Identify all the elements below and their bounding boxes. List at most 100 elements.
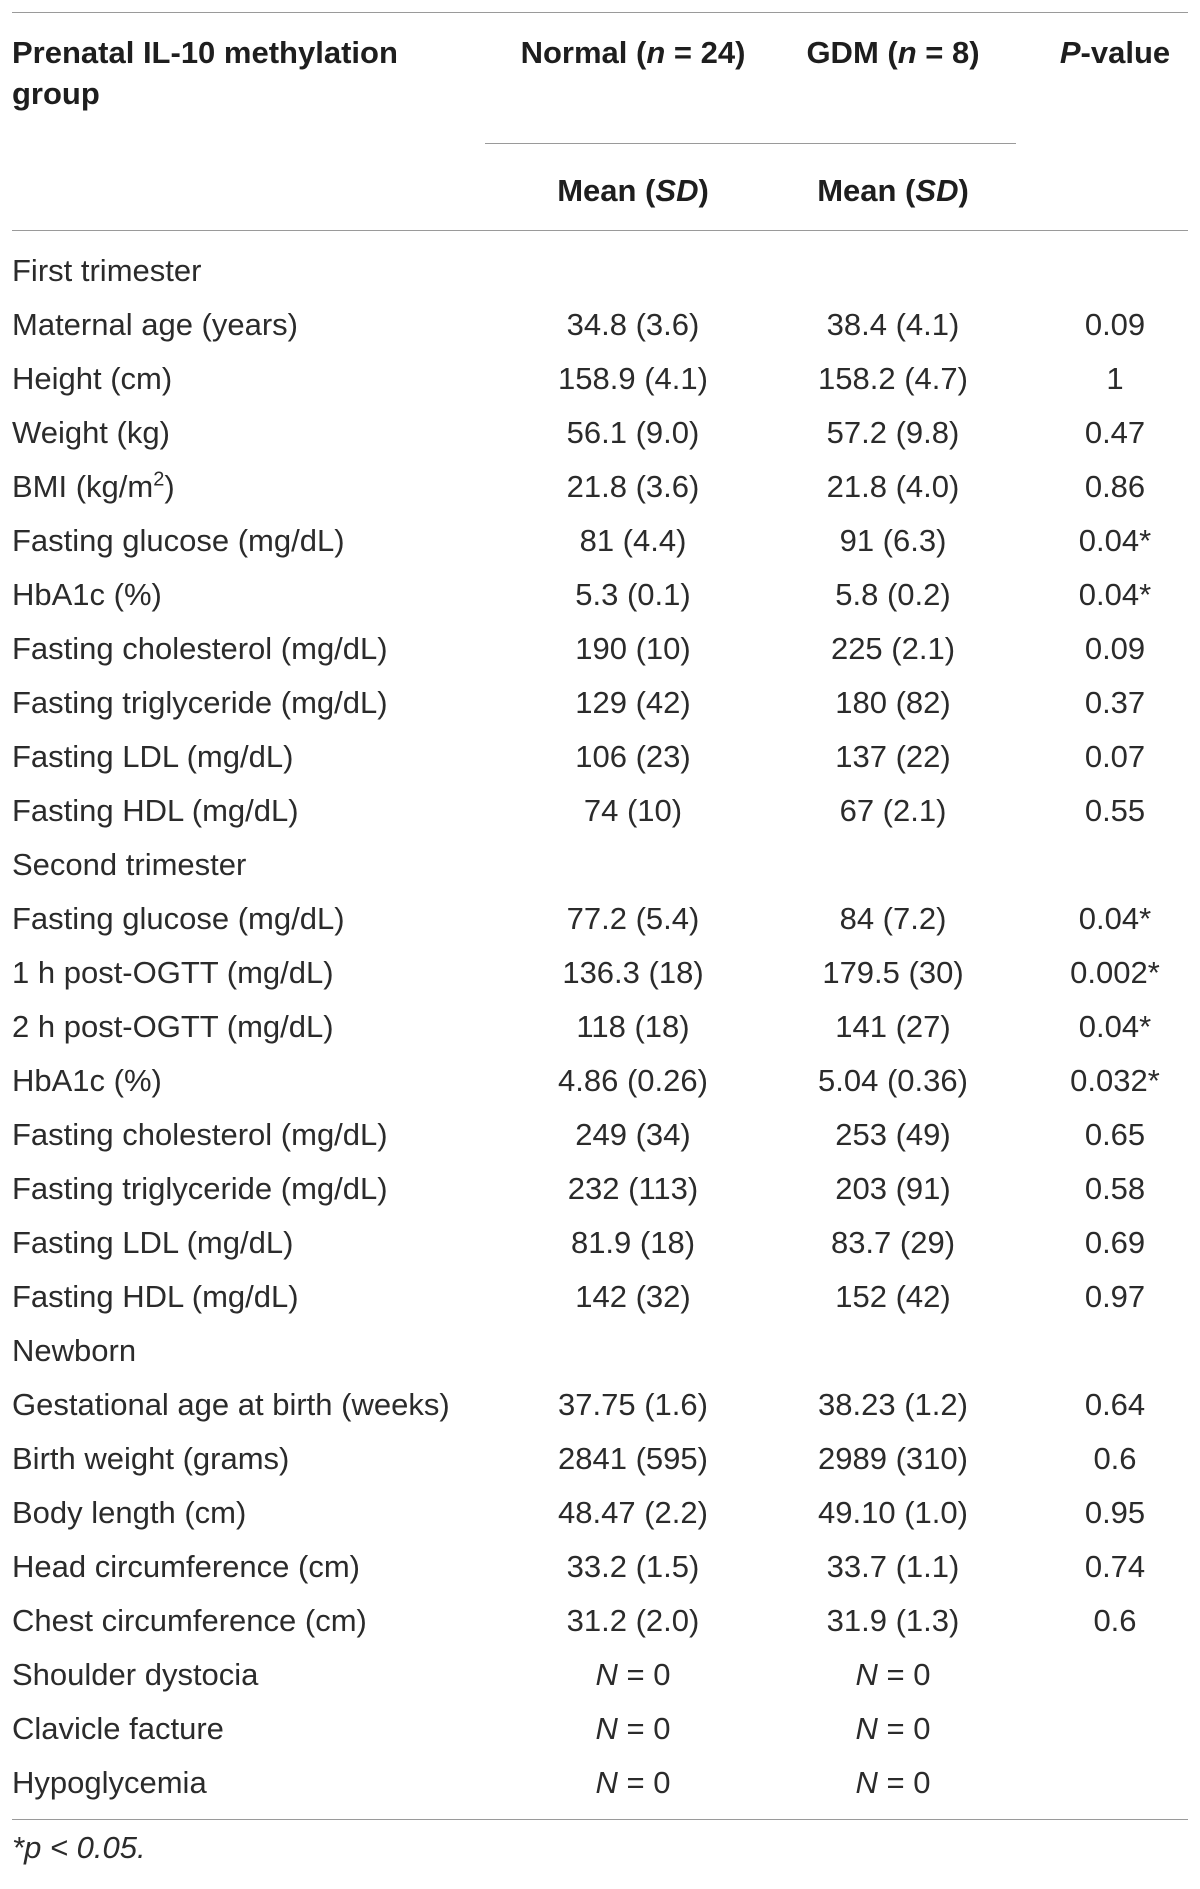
gdm-value: 31.9 (1.3) — [826, 1603, 960, 1638]
normal-value: 106 (23) — [575, 739, 691, 774]
normal-value: 31.2 (2.0) — [566, 1603, 700, 1638]
gdm-value: 253 (49) — [835, 1117, 951, 1152]
p-value: 0.65 — [1084, 1117, 1146, 1152]
p-value — [1030, 1702, 1200, 1756]
row-label: Hypoglycemia — [12, 1765, 207, 1800]
row-label: Fasting triglyceride (mg/dL) — [12, 685, 388, 720]
table-row: Shoulder dystocia N = 0 N = 0 — [0, 1648, 1200, 1702]
row-label: Head circumference (cm) — [12, 1549, 360, 1584]
table-row: Body length (cm) 48.47 (2.2) 49.10 (1.0) 0.… — [0, 1486, 1200, 1540]
col-header-gdm-name: GDM — [806, 35, 879, 70]
subheader-normal: Mean (SD) — [557, 173, 709, 208]
group-header-rule — [485, 143, 1016, 144]
gdm-value: 49.10 (1.0) — [818, 1495, 968, 1530]
table-row: Weight (kg) 56.1 (9.0) 57.2 (9.8) 0.47 — [0, 406, 1200, 460]
header-bottom-rule — [12, 230, 1188, 231]
table-row: Fasting glucose (mg/dL) 77.2 (5.4) 84 (7.2… — [0, 892, 1200, 946]
normal-value: 2841 (595) — [558, 1441, 708, 1476]
row-label: Shoulder dystocia — [12, 1657, 259, 1692]
p-value: 0.86 — [1084, 469, 1146, 504]
gdm-value: 203 (91) — [835, 1171, 951, 1206]
gdm-value: 141 (27) — [835, 1009, 951, 1044]
row-label: Gestational age at birth (weeks) — [12, 1387, 450, 1422]
p-value: 0.47 — [1084, 415, 1146, 450]
normal-value: 136.3 (18) — [562, 955, 704, 990]
normal-value: N = 0 — [595, 1657, 671, 1692]
table-row: Fasting LDL (mg/dL) 106 (23) 137 (22) 0.07 — [0, 730, 1200, 784]
table-bottom-rule — [12, 1819, 1188, 1820]
row-label: Fasting glucose (mg/dL) — [12, 901, 345, 936]
gdm-value: 2989 (310) — [818, 1441, 968, 1476]
normal-value: 129 (42) — [575, 685, 691, 720]
col-header-group: Prenatal IL-10 methylation group — [12, 35, 398, 111]
normal-value: 48.47 (2.2) — [558, 1495, 708, 1530]
normal-value: 232 (113) — [567, 1171, 699, 1206]
gdm-value: N = 0 — [855, 1711, 931, 1746]
table-row: Fasting triglyceride (mg/dL) 129 (42) 180 … — [0, 676, 1200, 730]
p-value: 0.55 — [1084, 793, 1146, 828]
p-value: 0.6 — [1093, 1441, 1137, 1476]
row-label: Clavicle facture — [12, 1711, 224, 1746]
row-label: Fasting triglyceride (mg/dL) — [12, 1171, 388, 1206]
table-row: HbA1c (%) 4.86 (0.26) 5.04 (0.36) 0.032* — [0, 1054, 1200, 1108]
normal-value: 33.2 (1.5) — [566, 1549, 700, 1584]
table-row: BMI (kg/m2) 21.8 (3.6) 21.8 (4.0) 0.86 — [0, 460, 1200, 514]
gdm-value: 83.7 (29) — [830, 1225, 956, 1260]
row-label: Fasting glucose (mg/dL) — [12, 523, 345, 558]
row-label: Fasting cholesterol (mg/dL) — [12, 1117, 388, 1152]
table-row: Fasting glucose (mg/dL) 81 (4.4) 91 (6.3) 0… — [0, 514, 1200, 568]
p-value: 0.69 — [1084, 1225, 1146, 1260]
table-row: Fasting cholesterol (mg/dL) 249 (34) 253 (… — [0, 1108, 1200, 1162]
row-label: BMI (kg/m2) — [12, 468, 175, 504]
table-row: Chest circumference (cm) 31.2 (2.0) 31.9 (… — [0, 1594, 1200, 1648]
normal-value: N = 0 — [595, 1765, 671, 1800]
row-label: Height (cm) — [12, 361, 173, 396]
table-row: Fasting LDL (mg/dL) 81.9 (18) 83.7 (29) 0.6… — [0, 1216, 1200, 1270]
gdm-value: 57.2 (9.8) — [826, 415, 960, 450]
p-value: 0.09 — [1084, 631, 1146, 666]
gdm-value: 179.5 (30) — [822, 955, 964, 990]
gdm-value: 5.04 (0.36) — [818, 1063, 968, 1098]
p-value — [1030, 1756, 1200, 1810]
p-value — [1030, 1648, 1200, 1702]
gdm-value: 21.8 (4.0) — [826, 469, 960, 504]
p-value: 0.95 — [1084, 1495, 1146, 1530]
p-value: 0.37 — [1084, 685, 1146, 720]
normal-value: 118 (18) — [576, 1009, 690, 1044]
table-row: Fasting triglyceride (mg/dL) 232 (113) 203… — [0, 1162, 1200, 1216]
p-value: 0.04* — [1078, 901, 1152, 936]
normal-value: 5.3 (0.1) — [575, 577, 691, 612]
normal-value: 158.9 (4.1) — [558, 361, 708, 396]
p-value: 0.04* — [1078, 523, 1152, 558]
normal-value: 77.2 (5.4) — [566, 901, 700, 936]
section-header-row: Newborn — [0, 1324, 1200, 1378]
p-value: 0.6 — [1093, 1603, 1137, 1638]
subheader-gdm: Mean (SD) — [817, 173, 969, 208]
normal-value: 56.1 (9.0) — [566, 415, 700, 450]
table-top-rule — [12, 12, 1188, 13]
table-row: Maternal age (years) 34.8 (3.6) 38.4 (4.1)… — [0, 298, 1200, 352]
table-row: Hypoglycemia N = 0 N = 0 — [0, 1756, 1200, 1810]
gdm-value: N = 0 — [855, 1657, 931, 1692]
gdm-value: 158.2 (4.7) — [818, 361, 968, 396]
normal-value: 190 (10) — [575, 631, 691, 666]
row-label: HbA1c (%) — [12, 577, 162, 612]
normal-value: 34.8 (3.6) — [566, 307, 700, 342]
section-header-row: First trimester — [0, 244, 1200, 298]
normal-value: 4.86 (0.26) — [558, 1063, 708, 1098]
gdm-value: 67 (2.1) — [839, 793, 947, 828]
normal-value: 21.8 (3.6) — [566, 469, 700, 504]
p-value: 0.07 — [1084, 739, 1146, 774]
row-label: Weight (kg) — [12, 415, 170, 450]
gdm-value: 5.8 (0.2) — [835, 577, 951, 612]
p-value: 0.97 — [1084, 1279, 1146, 1314]
gdm-value: 152 (42) — [835, 1279, 951, 1314]
table-row: Fasting HDL (mg/dL) 142 (32) 152 (42) 0.97 — [0, 1270, 1200, 1324]
gdm-value: 225 (2.1) — [830, 631, 956, 666]
p-value: 0.002* — [1070, 955, 1160, 990]
col-header-gdm: GDM (n = 8) — [748, 32, 1038, 73]
row-label: Fasting LDL (mg/dL) — [12, 1225, 294, 1260]
normal-value: 74 (10) — [583, 793, 683, 828]
row-label: 1 h post-OGTT (mg/dL) — [12, 955, 334, 990]
gdm-value: N = 0 — [855, 1765, 931, 1800]
